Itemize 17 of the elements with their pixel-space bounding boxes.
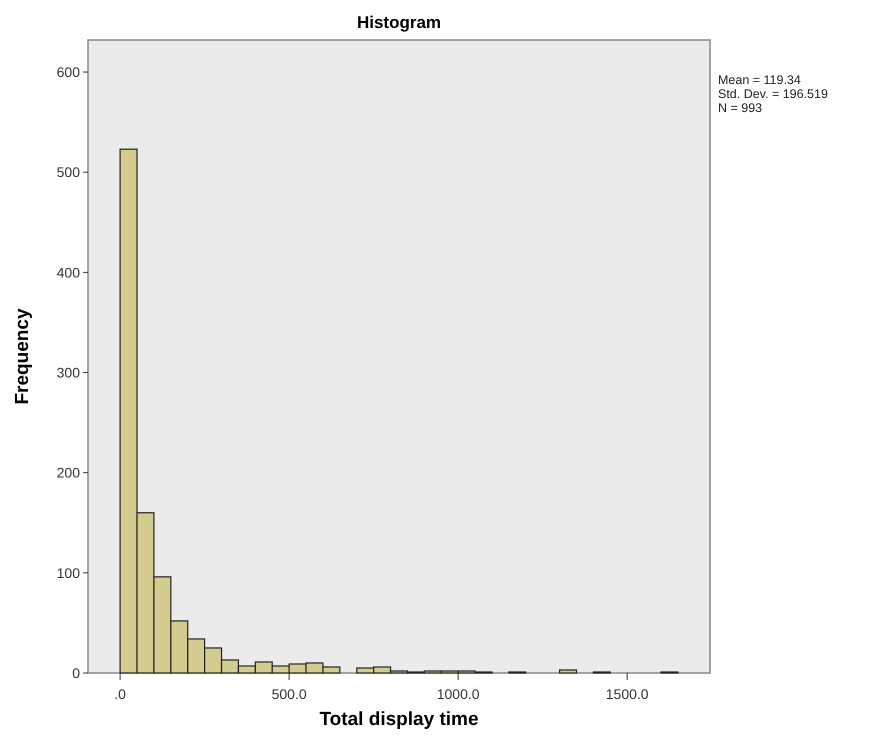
y-tick-label: 300: [56, 364, 80, 381]
y-tick-label: 0: [72, 665, 80, 681]
x-axis-title: Total display time: [319, 709, 479, 730]
x-tick-label: 1000.0: [436, 686, 480, 702]
text: Std. Dev. = 196.519: [718, 87, 828, 101]
y-tick-label: 500: [56, 164, 80, 180]
y-axis-title: Frequency: [12, 308, 33, 405]
y-tick-label: 400: [56, 264, 80, 280]
y-tick-label: 600: [56, 64, 80, 80]
chart-title: Histogram: [356, 13, 442, 32]
text: Mean = 119.34: [718, 73, 801, 87]
y-tick-label: 100: [56, 564, 80, 581]
x-tick-label: 500.0: [272, 686, 307, 702]
x-tick-label: 1500.0: [606, 686, 649, 702]
text: N = 993: [718, 101, 762, 115]
y-tick-label: 200: [56, 464, 80, 481]
x-tick-label: .0: [114, 686, 126, 702]
